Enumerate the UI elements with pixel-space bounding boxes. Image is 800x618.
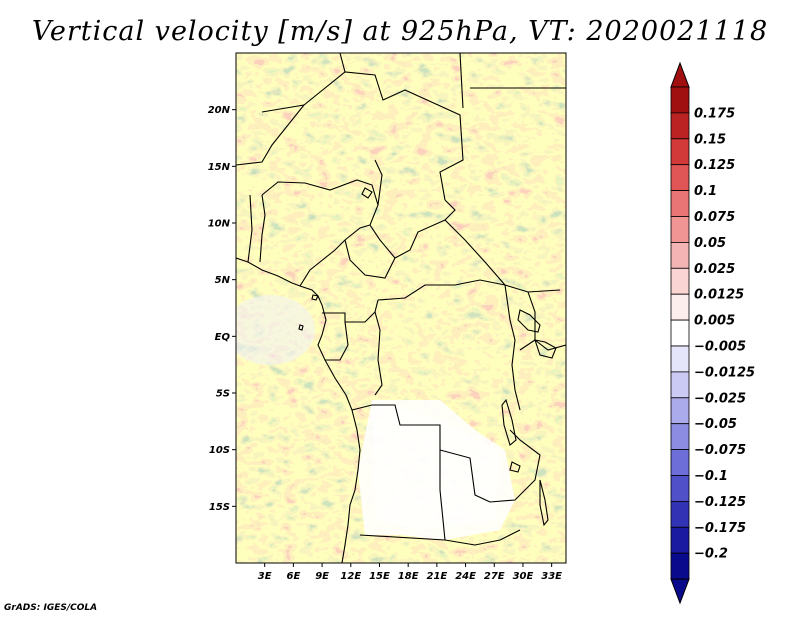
colorbar-swatch	[670, 526, 690, 554]
colorbar-label: 0.005	[694, 314, 735, 329]
plot-frame	[235, 52, 567, 564]
colorbar-label: −0.125	[694, 495, 746, 510]
colorbar-label: −0.075	[694, 443, 746, 458]
colorbar-swatch	[670, 475, 690, 502]
colorbar-swatch	[670, 449, 690, 476]
lon-tick-label: 9E	[315, 571, 329, 582]
colorbar-swatch	[670, 190, 690, 217]
lat-tick-label: 15S	[209, 502, 230, 513]
lat-tick-label: 5N	[215, 275, 231, 286]
lon-tick-label: 27E	[484, 571, 505, 582]
colorbar-swatch	[670, 86, 690, 114]
colorbar-swatch	[670, 138, 690, 166]
colorbar-bottom-arrow	[670, 578, 690, 605]
lon-tick-label: 24E	[455, 571, 476, 582]
colorbar-swatch	[670, 397, 690, 425]
colorbar-swatch	[670, 423, 690, 451]
lat-tick-label: 10N	[208, 219, 231, 230]
colorbar-swatch	[670, 345, 690, 373]
colorbar-label: −0.2	[694, 547, 728, 562]
lon-tick-label: 12E	[340, 571, 361, 582]
colorbar-swatch	[670, 216, 690, 243]
colorbar-label: 0.125	[694, 158, 735, 173]
colorbar-label: 0.0125	[694, 288, 744, 303]
lat-tick-label: 15N	[208, 162, 231, 173]
latitude-axis: 20N 15N 10N 5N EQ 5S 10S 15S	[208, 105, 236, 513]
colorbar-label: 0.075	[694, 210, 735, 225]
lon-tick-label: 15E	[369, 571, 390, 582]
colorbar-label: 0.175	[694, 106, 735, 121]
map-title: Vertical velocity [m/s] at 925hPa, VT: 2…	[31, 16, 769, 47]
colorbar-swatch	[670, 293, 690, 321]
colorbar-label: −0.05	[694, 417, 737, 432]
colorbar-swatch	[670, 112, 690, 140]
longitude-axis: 3E 6E 9E 12E 15E 18E 21E 24E 27E 30E 33E	[258, 563, 562, 582]
lat-tick-label: 10S	[209, 445, 230, 456]
colorbar-swatch	[670, 371, 690, 399]
grads-credit: GrADS: IGES/COLA	[4, 603, 98, 613]
lon-tick-label: 3E	[258, 571, 272, 582]
colorbar-top-arrow	[670, 61, 690, 88]
country-borders	[236, 53, 566, 563]
lat-tick-label: 20N	[208, 105, 231, 116]
colorbar-label: 0.05	[694, 236, 726, 251]
lon-tick-label: 6E	[286, 571, 300, 582]
lat-tick-label: EQ	[215, 332, 231, 343]
colorbar-label: −0.1	[694, 469, 728, 484]
colorbar-swatch	[670, 319, 690, 347]
colorbar-label: 0.15	[694, 132, 726, 147]
colorbar-label: −0.175	[694, 521, 746, 536]
lat-tick-label: 5S	[216, 389, 230, 400]
colorbar-swatch	[670, 164, 690, 191]
colorbar-swatch	[670, 500, 690, 528]
colorbar-swatch	[670, 267, 690, 295]
colorbar-label: 0.025	[694, 262, 735, 277]
lon-tick-label: 18E	[398, 571, 419, 582]
colorbar-label: 0.1	[694, 184, 717, 199]
lon-tick-label: 21E	[426, 571, 447, 582]
lon-tick-label: 30E	[513, 571, 534, 582]
colorbar-label: −0.025	[694, 391, 746, 406]
colorbar-label: −0.005	[694, 340, 746, 355]
colorbar: 0.175 0.15 0.125 0.1 0.075 0.05 0.025 0.0125 0.0…	[670, 61, 755, 605]
vertical-velocity-field	[236, 53, 566, 563]
colorbar-swatch	[670, 241, 690, 269]
colorbar-swatch	[670, 552, 690, 580]
colorbar-label: −0.0125	[694, 365, 755, 380]
lon-tick-label: 33E	[541, 571, 562, 582]
